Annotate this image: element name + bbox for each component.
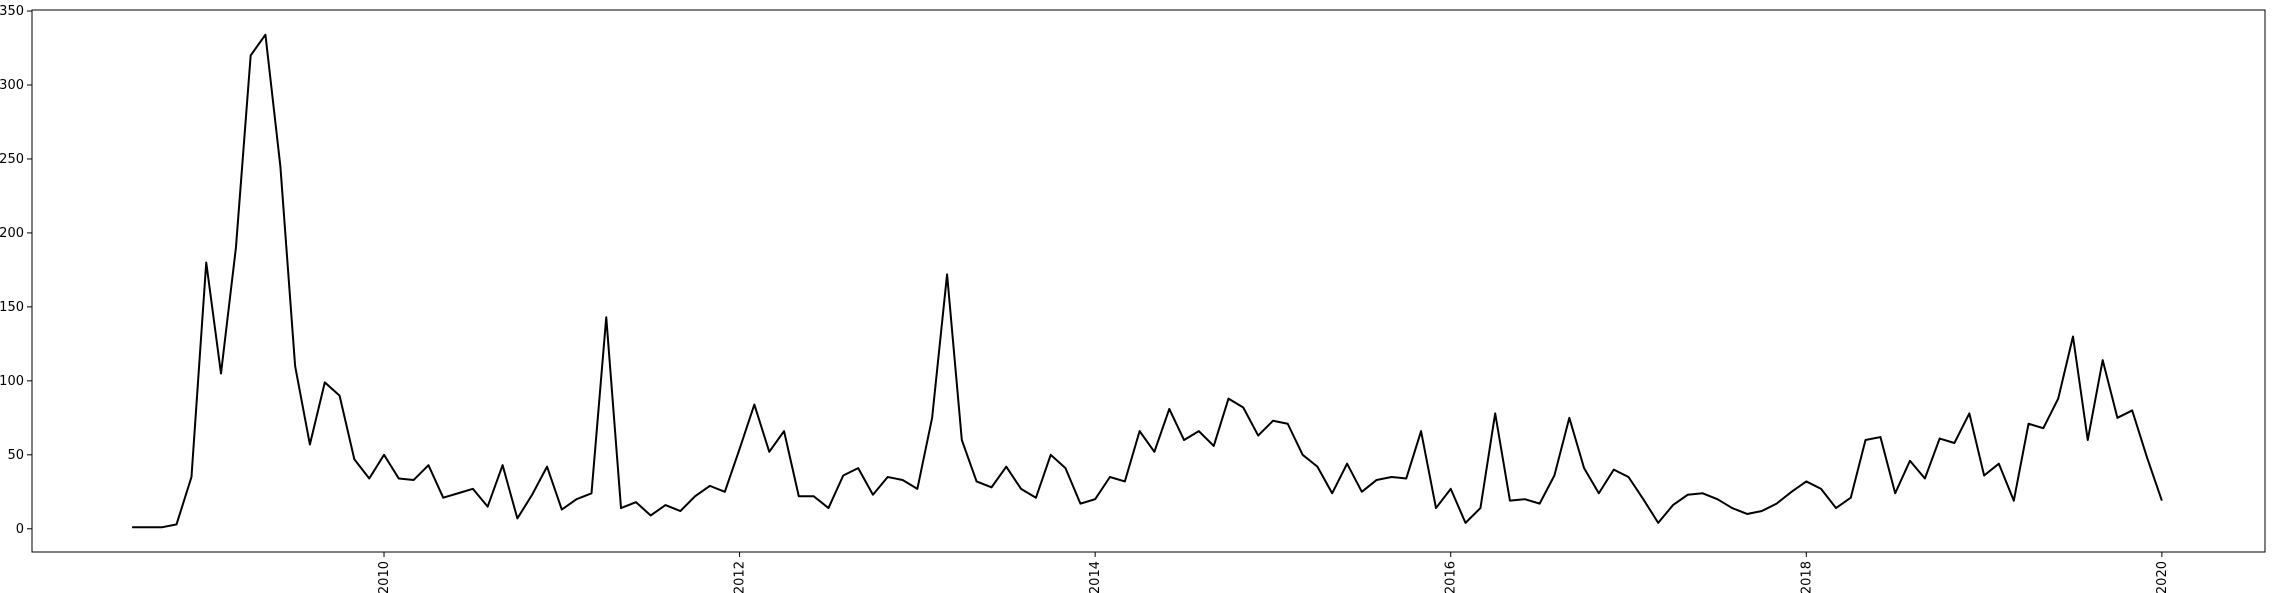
plot-frame xyxy=(31,9,2266,553)
y-tick-label: 100 xyxy=(0,374,24,389)
y-tick-label: 200 xyxy=(0,226,24,241)
x-tick-label: 2016 xyxy=(1444,561,1459,593)
x-tick-label: 2014 xyxy=(1088,561,1103,593)
y-tick-label: 0 xyxy=(16,522,24,537)
x-tick-label: 2018 xyxy=(1799,561,1814,593)
y-tick-label: 250 xyxy=(0,152,24,167)
x-tick-label: 2020 xyxy=(2155,561,2170,593)
x-tick-label: 2010 xyxy=(377,561,392,593)
data-line xyxy=(132,33,2163,529)
y-tick-label: 350 xyxy=(0,4,24,19)
y-tick-label: 50 xyxy=(7,448,24,463)
y-tick-label: 150 xyxy=(0,300,24,315)
x-tick-label: 2012 xyxy=(733,561,748,593)
y-tick-label: 300 xyxy=(0,78,24,93)
